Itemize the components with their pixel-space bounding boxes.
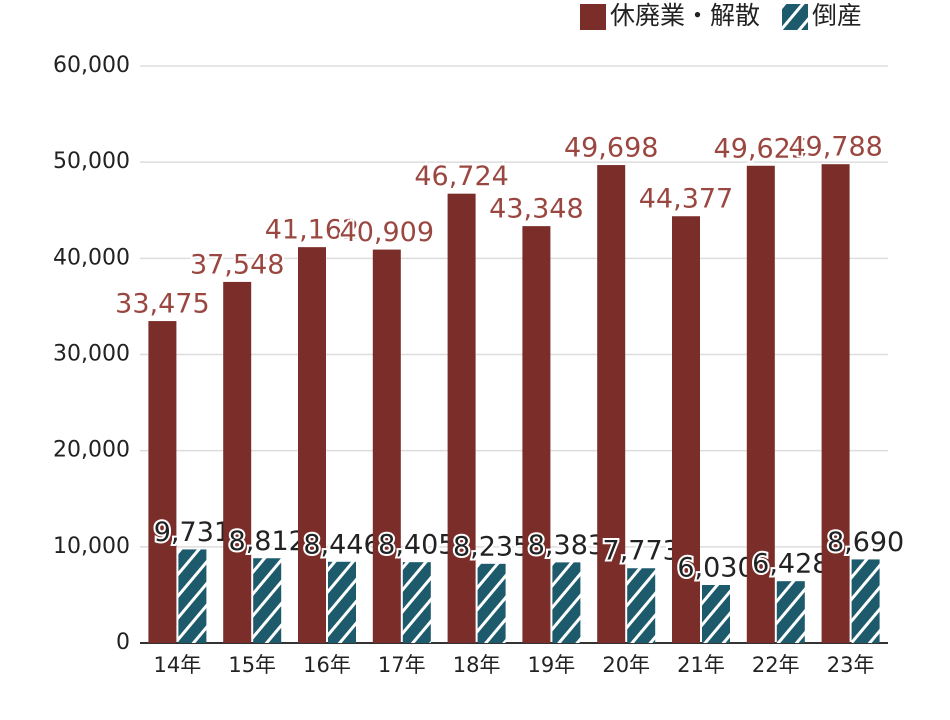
- x-tick-label: 19年: [528, 653, 576, 677]
- bar: [298, 247, 326, 644]
- bar: [522, 226, 551, 644]
- value-label: 8,690: [827, 527, 904, 558]
- bar: [597, 165, 626, 643]
- x-tick-label: 23年: [827, 653, 875, 677]
- value-label: 46,724: [414, 161, 508, 192]
- value-label: 8,446: [303, 529, 380, 560]
- bar: [328, 561, 356, 643]
- legend-swatch: [782, 4, 809, 30]
- legend-swatch: [580, 4, 606, 30]
- value-label: 49,698: [564, 133, 658, 164]
- bar: [821, 164, 850, 644]
- bar: [447, 193, 476, 643]
- value-label: 8,383: [528, 530, 605, 561]
- y-tick-label: 30,000: [53, 342, 130, 367]
- value-label: 8,235: [453, 531, 530, 562]
- legend-label: 倒産: [812, 1, 862, 30]
- y-tick-label: 10,000: [53, 534, 130, 559]
- value-label: 8,812: [229, 526, 306, 557]
- x-tick-label: 14年: [154, 653, 202, 677]
- bar: [746, 165, 775, 643]
- y-tick-label: 20,000: [53, 438, 130, 463]
- bar: [253, 558, 282, 643]
- bar: [223, 281, 252, 643]
- value-label: 43,348: [489, 194, 583, 225]
- x-tick-label: 18年: [453, 653, 501, 677]
- x-tick-label: 20年: [602, 653, 650, 677]
- bar: [672, 216, 700, 643]
- x-tick-label: 21年: [677, 653, 725, 677]
- y-tick-label: 0: [116, 630, 130, 655]
- value-label: 37,548: [190, 249, 284, 280]
- value-label: 49,625: [714, 133, 808, 164]
- value-label: 40,909: [340, 217, 434, 248]
- bar: [178, 549, 207, 643]
- bar: [552, 562, 581, 643]
- bar: [776, 581, 805, 643]
- bar: [477, 563, 506, 643]
- bar: [702, 585, 730, 643]
- value-label: 6,030: [677, 553, 754, 584]
- bar: [627, 568, 656, 643]
- value-label: 9,731: [154, 517, 231, 548]
- x-tick-label: 17年: [378, 653, 426, 677]
- value-label: 8,405: [378, 530, 455, 561]
- y-tick-label: 60,000: [53, 53, 130, 78]
- bar: [402, 562, 431, 643]
- x-tick-label: 15年: [228, 653, 276, 677]
- bar: [372, 249, 401, 643]
- value-label: 44,377: [639, 184, 733, 215]
- y-tick-label: 40,000: [53, 245, 130, 270]
- bar: [148, 321, 177, 643]
- value-label: 6,428: [752, 549, 829, 580]
- bar: [851, 559, 880, 643]
- legend-label: 休廃業・解散: [610, 1, 760, 30]
- value-label: 7,773: [603, 536, 680, 567]
- value-label: 49,788: [788, 132, 882, 163]
- value-label: 33,475: [115, 289, 209, 320]
- x-tick-label: 22年: [752, 653, 800, 677]
- y-tick-label: 50,000: [53, 149, 130, 174]
- value-label: 41,162: [265, 215, 359, 246]
- x-tick-label: 16年: [303, 653, 351, 677]
